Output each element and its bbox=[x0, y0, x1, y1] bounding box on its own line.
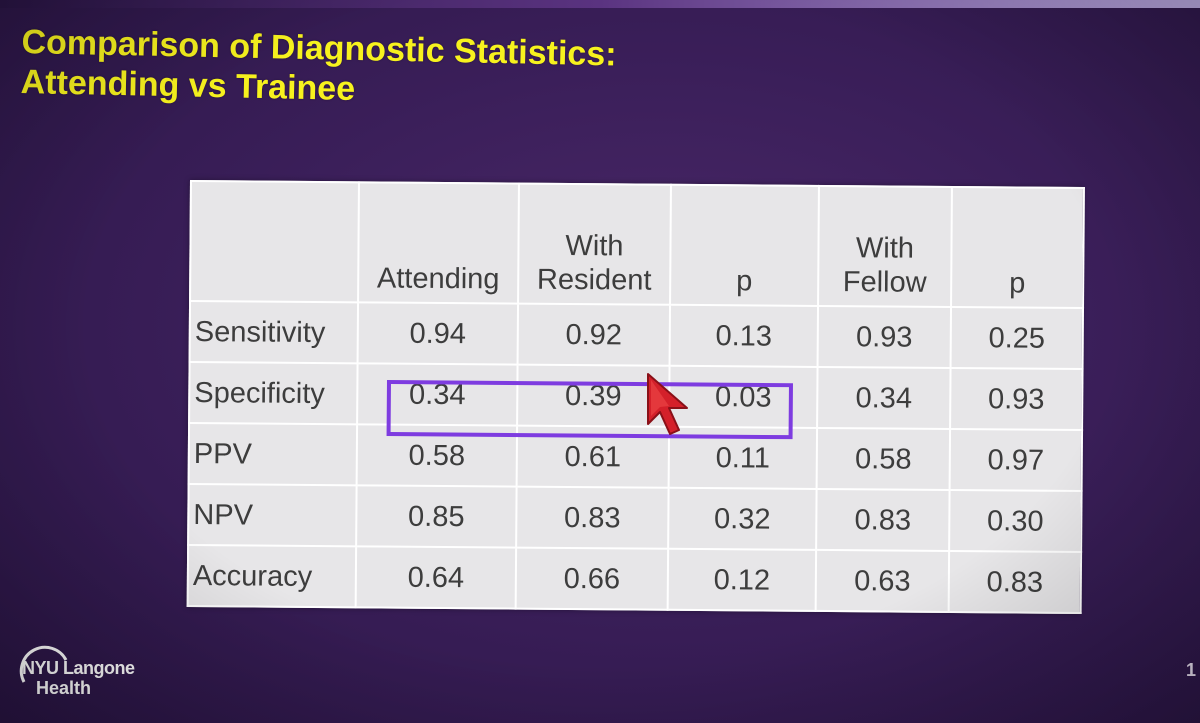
cell-with-fellow: 0.93 bbox=[817, 305, 952, 368]
logo-text-line-1: NYU Langone bbox=[22, 658, 135, 678]
cell-p-resident: 0.32 bbox=[668, 487, 817, 550]
cell-p-resident: 0.13 bbox=[669, 304, 819, 367]
cell-p-fellow: 0.93 bbox=[950, 367, 1083, 431]
cell-with-fellow: 0.63 bbox=[815, 549, 950, 612]
header-cell-with-fellow: With Fellow bbox=[818, 185, 952, 307]
row-label: Specificity bbox=[189, 362, 358, 425]
cell-p-resident: 0.12 bbox=[667, 548, 817, 611]
header-cell-p-resident: p bbox=[670, 184, 819, 306]
cell-with-fellow: 0.58 bbox=[816, 427, 951, 490]
nyu-langone-logo: NYU Langone Health bbox=[10, 642, 140, 702]
cell-with-resident: 0.66 bbox=[515, 547, 669, 610]
table-row-sensitivity: Sensitivity 0.94 0.92 0.13 0.93 0.25 bbox=[189, 301, 1084, 370]
header-cell-p-fellow: p bbox=[951, 186, 1084, 309]
row-label: Accuracy bbox=[187, 544, 357, 608]
arrow-cursor-icon bbox=[647, 373, 688, 435]
header-cell-attending: Attending bbox=[358, 182, 519, 304]
specificity-highlight-box bbox=[386, 380, 793, 440]
row-label: NPV bbox=[188, 483, 357, 547]
row-label: PPV bbox=[188, 423, 358, 486]
header-cell-corner bbox=[190, 181, 359, 303]
row-label: Sensitivity bbox=[189, 301, 359, 364]
cell-attending: 0.85 bbox=[356, 485, 517, 548]
cell-p-fellow: 0.25 bbox=[950, 306, 1084, 370]
cell-with-fellow: 0.83 bbox=[816, 488, 950, 551]
table-row-npv: NPV 0.85 0.83 0.32 0.83 0.30 bbox=[188, 483, 1082, 553]
slide-page-number: 1 bbox=[1186, 660, 1197, 680]
cell-p-fellow: 0.83 bbox=[948, 550, 1082, 614]
logo-arc-icon bbox=[19, 645, 68, 683]
cell-p-fellow: 0.30 bbox=[949, 489, 1082, 553]
cell-attending: 0.64 bbox=[355, 546, 517, 609]
cell-with-resident: 0.83 bbox=[516, 486, 669, 549]
cell-with-resident: 0.92 bbox=[517, 303, 671, 366]
cell-attending: 0.94 bbox=[357, 302, 519, 365]
header-cell-with-resident: With Resident bbox=[518, 183, 671, 305]
slide-title: Comparison of Diagnostic Statistics: Att… bbox=[20, 22, 617, 114]
table-row-accuracy: Accuracy 0.64 0.66 0.12 0.63 0.83 bbox=[187, 544, 1082, 614]
cell-with-fellow: 0.34 bbox=[817, 366, 951, 429]
logo-text-line-2: Health bbox=[36, 678, 92, 698]
table-header-row: Attending With Resident p With Fellow p bbox=[190, 181, 1084, 309]
screen-edge-glow bbox=[0, 0, 1200, 8]
cell-p-fellow: 0.97 bbox=[949, 428, 1083, 492]
